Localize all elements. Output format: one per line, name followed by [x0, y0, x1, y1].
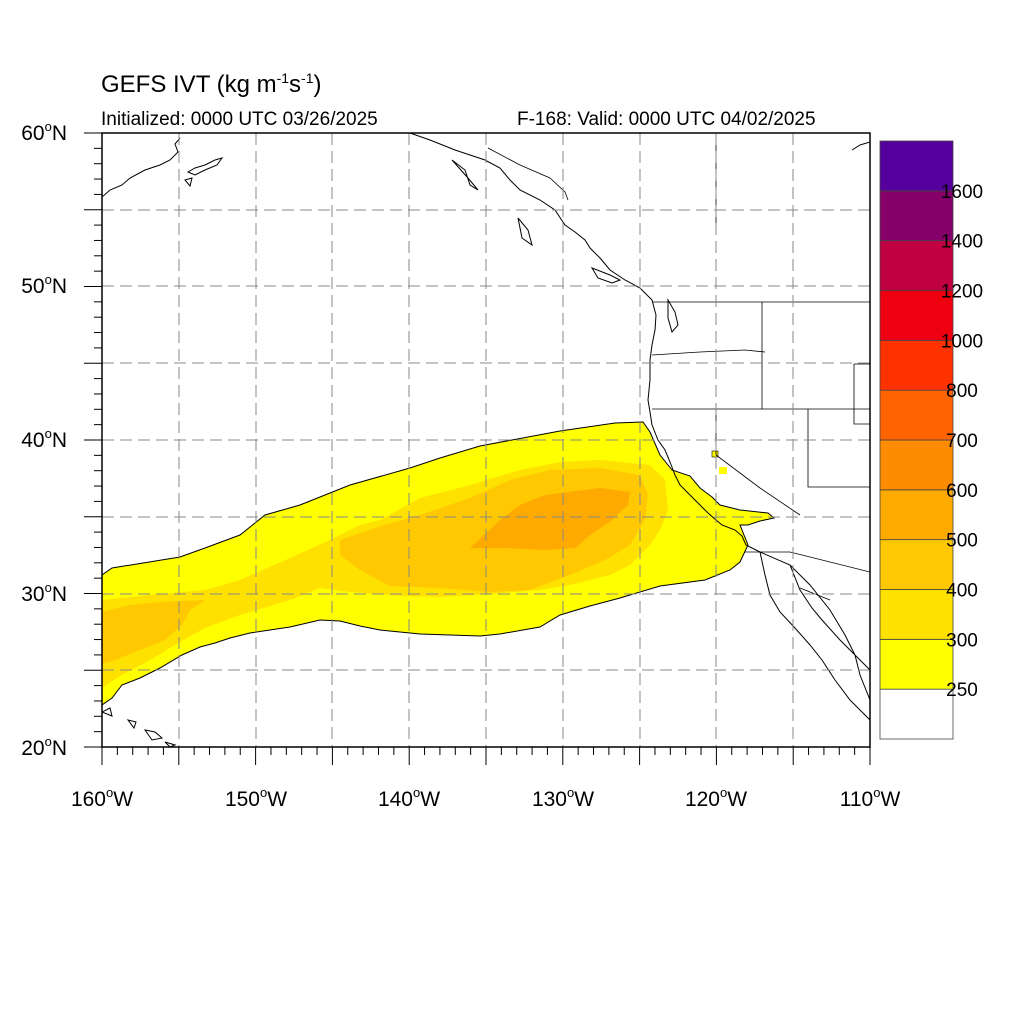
colorbar-label: 250: [946, 680, 978, 701]
plot-title: GEFS IVT (kg m-1s-1): [101, 70, 322, 98]
colorbar-swatch: [879, 638, 954, 690]
colorbar-swatch: [879, 140, 954, 192]
colorbar-swatch: [879, 439, 954, 491]
lat-label-60: 60oN: [21, 119, 67, 145]
lon-labels: 160oW 150oW 140oW 130oW 120oW 110oW: [71, 785, 901, 811]
colorbar-label: 1600: [941, 182, 983, 203]
lon-label-110: 110oW: [840, 785, 901, 811]
colorbar-label: 800: [946, 381, 978, 402]
colorbar-swatch: [879, 539, 954, 590]
grid-lines: [102, 133, 870, 747]
lat-label-30: 30oN: [21, 580, 67, 606]
colorbar: 250 300 400 500 600 700 800 1000 1200 1400 1600: [879, 140, 983, 740]
coastlines: [102, 133, 870, 747]
initialized-time: Initialized: 0000 UTC 03/26/2025: [101, 109, 378, 130]
ivt-patch: [719, 467, 727, 474]
valid-time: F-168: Valid: 0000 UTC 04/02/2025: [517, 109, 816, 130]
colorbar-swatch: [879, 389, 954, 441]
axis-ticks: [84, 132, 871, 765]
lon-label-140: 140oW: [378, 785, 440, 811]
lon-label-120: 120oW: [685, 785, 747, 811]
lat-labels: 60oN 50oN 40oN 30oN 20oN: [21, 119, 67, 760]
colorbar-label: 1000: [941, 331, 983, 352]
lon-label-130: 130oW: [532, 785, 594, 811]
colorbar-label: 1400: [941, 232, 983, 253]
ivt-500-600-region: [470, 488, 630, 550]
colorbar-swatch: [879, 489, 954, 541]
colorbar-label: 300: [946, 630, 978, 651]
lon-label-150: 150oW: [225, 785, 287, 811]
colorbar-label: 400: [946, 581, 978, 602]
colorbar-label: 700: [946, 431, 978, 452]
colorbar-swatch: [879, 589, 954, 640]
colorbar-swatch: [879, 190, 954, 242]
lon-label-160: 160oW: [71, 785, 133, 811]
ivt-patch: [711, 450, 719, 458]
lat-label-50: 50oN: [21, 272, 67, 298]
colorbar-label: 600: [946, 481, 978, 502]
ivt-field: [102, 421, 776, 706]
political-borders: [487, 133, 870, 601]
colorbar-label: 500: [946, 531, 978, 552]
lat-label-40: 40oN: [21, 426, 67, 452]
colorbar-label: 1200: [941, 282, 983, 303]
lat-label-20: 20oN: [21, 734, 67, 760]
colorbar-swatch: [879, 339, 954, 391]
colorbar-swatch: [879, 688, 954, 740]
colorbar-swatch: [879, 290, 954, 341]
